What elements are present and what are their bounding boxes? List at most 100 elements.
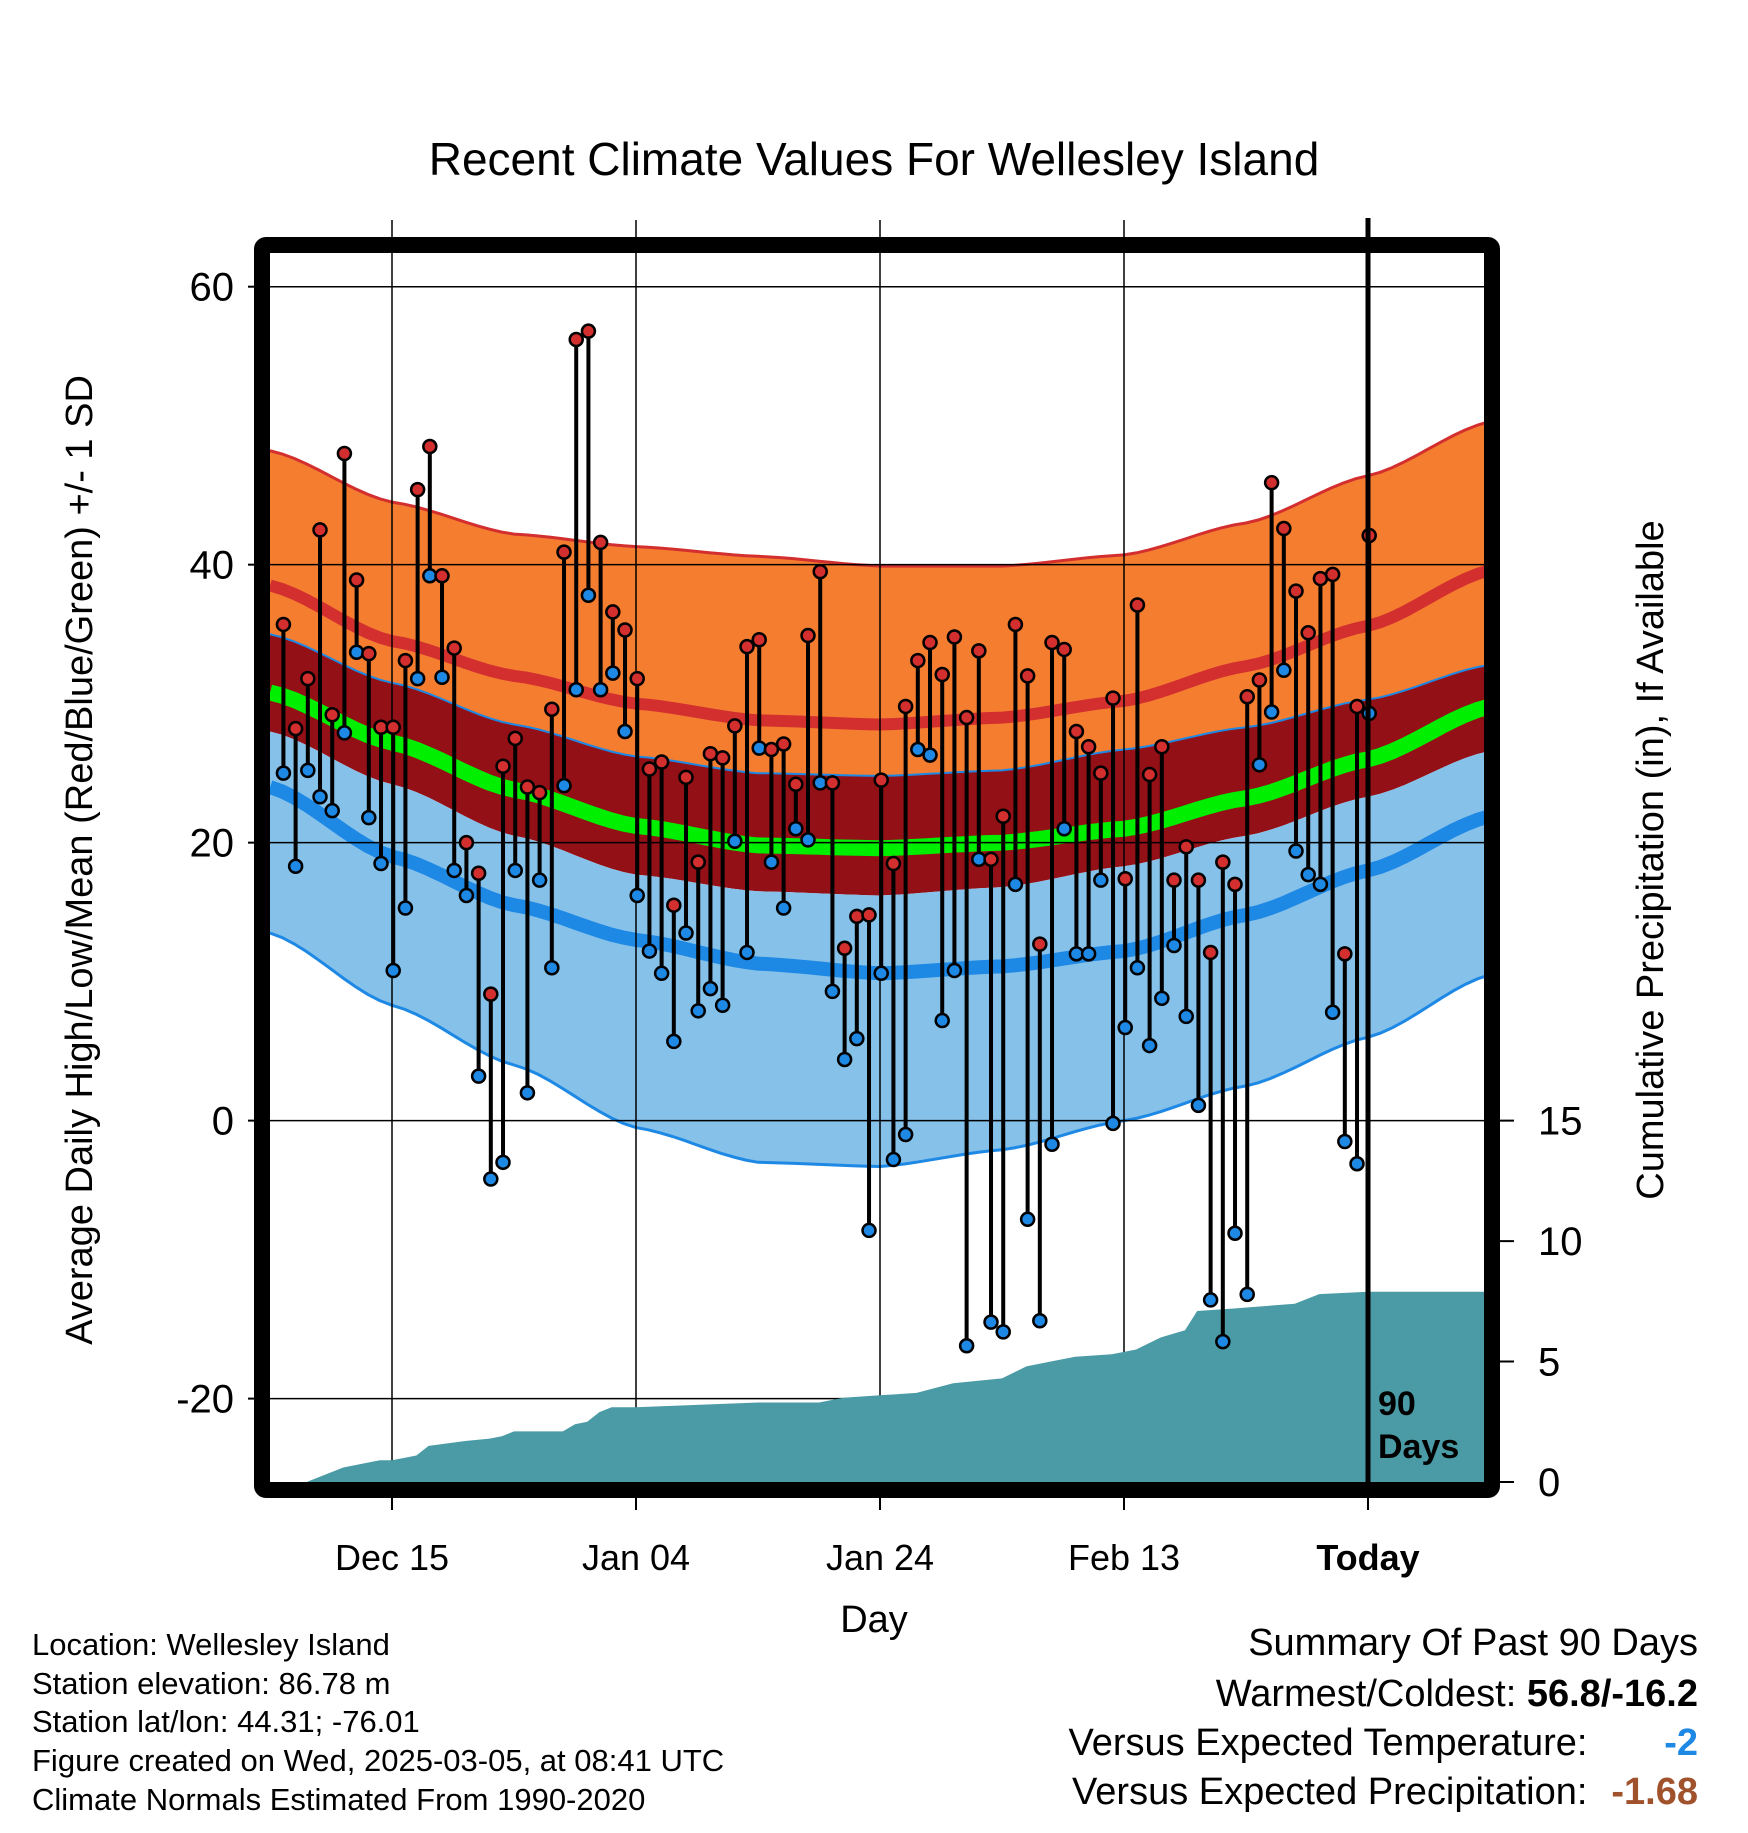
high-point — [824, 775, 841, 791]
x-tick-label: Jan 04 — [582, 1537, 690, 1578]
low-point — [629, 887, 645, 904]
low-point — [1337, 1133, 1353, 1150]
low-point — [483, 1171, 499, 1187]
low-point — [727, 833, 743, 850]
high-point — [727, 718, 743, 734]
summary-temp-row: Versus Expected Temperature: -2 — [1069, 1722, 1698, 1765]
low-point — [446, 862, 462, 879]
high-point — [995, 808, 1011, 824]
y-tick-label: 0 — [212, 1100, 234, 1144]
low-point — [836, 1051, 853, 1068]
high-point — [641, 761, 658, 777]
high-point — [336, 445, 353, 462]
low-point — [678, 925, 694, 941]
low-point — [739, 944, 755, 961]
low-point — [897, 1126, 914, 1143]
low-point — [1154, 990, 1170, 1007]
low-point — [495, 1154, 511, 1171]
y2-axis-label: Cumulative Precipitation (in), If Availa… — [1630, 520, 1672, 1199]
high-point — [1117, 871, 1133, 887]
low-point — [568, 682, 584, 698]
y-tick-label: -20 — [176, 1378, 234, 1422]
high-point — [409, 481, 426, 498]
low-point — [1312, 876, 1329, 893]
high-point — [385, 719, 401, 736]
low-point — [348, 644, 365, 660]
low-point — [763, 854, 780, 870]
footer-created: Figure created on Wed, 2025-03-05, at 08… — [32, 1743, 725, 1778]
high-point — [1227, 876, 1243, 893]
low-point — [275, 765, 292, 781]
high-point — [946, 629, 963, 645]
high-point — [422, 438, 438, 455]
high-point — [324, 707, 340, 723]
low-point — [1105, 1115, 1121, 1132]
high-point — [470, 865, 487, 881]
plot-frame — [254, 237, 1500, 1498]
low-point — [1190, 1097, 1207, 1114]
summary-warmest-label: Warmest/Coldest: — [1215, 1673, 1517, 1715]
low-point — [1080, 946, 1097, 962]
high-point — [910, 652, 926, 669]
chart-title: Recent Climate Values For Wellesley Isla… — [429, 133, 1320, 185]
low-point — [458, 887, 475, 904]
x-axis-label: Day — [840, 1599, 908, 1641]
low-point — [605, 665, 621, 681]
mean-sd-band — [270, 634, 1484, 896]
high-point — [434, 568, 450, 584]
high-point — [653, 754, 670, 770]
high-point — [971, 643, 987, 659]
low-point — [751, 740, 767, 756]
y-tick-label: 40 — [190, 544, 235, 588]
high-point — [958, 709, 975, 726]
low-point — [470, 1068, 487, 1084]
y2-tick-label: 0 — [1538, 1461, 1560, 1505]
low-point — [983, 1314, 999, 1330]
high-point — [922, 634, 938, 651]
low-point — [995, 1324, 1011, 1340]
high-point — [983, 851, 999, 868]
high-point — [763, 741, 780, 758]
summary-warmest-row: Warmest/Coldest: 56.8/-16.2 — [1216, 1673, 1698, 1716]
x-tick-label: Today — [1316, 1537, 1419, 1578]
low-point — [373, 855, 389, 872]
low-point — [1324, 1004, 1341, 1020]
summary-precip-label: Versus Expected Precipitation: — [1072, 1771, 1588, 1813]
high-point — [580, 323, 597, 339]
low-point — [1007, 876, 1024, 893]
footer-location: Location: Wellesley Island — [32, 1627, 390, 1662]
high-point — [1190, 872, 1207, 888]
low-point — [775, 900, 792, 916]
low-point — [1251, 757, 1268, 773]
high-point — [1239, 688, 1255, 705]
low-point — [861, 1222, 877, 1239]
high-point — [458, 834, 475, 851]
low-point — [1178, 1008, 1194, 1025]
high-point — [556, 544, 572, 560]
high-point — [1178, 839, 1194, 855]
low-point — [300, 762, 316, 779]
low-point — [653, 965, 670, 982]
low-point — [1227, 1225, 1243, 1241]
high-point — [617, 622, 633, 638]
high-point — [507, 730, 523, 747]
high-point — [1044, 634, 1060, 651]
low-point — [592, 682, 609, 698]
high-point — [361, 645, 377, 662]
low-point — [934, 1012, 950, 1029]
high-point — [312, 522, 328, 538]
y2-tick-label: 15 — [1538, 1100, 1583, 1144]
low-point — [958, 1338, 975, 1354]
low-point — [714, 997, 731, 1014]
high-point — [605, 604, 621, 620]
low-point — [946, 962, 963, 979]
low-point — [409, 670, 426, 687]
footer-elevation: Station elevation: 86.78 m — [32, 1666, 391, 1701]
x-tick-label: Dec 15 — [335, 1537, 449, 1578]
high-point — [1032, 936, 1048, 952]
low-point — [1300, 866, 1316, 883]
high-point — [666, 897, 682, 913]
high-point — [885, 855, 902, 872]
low-point — [617, 723, 633, 740]
high-point — [1154, 738, 1170, 755]
